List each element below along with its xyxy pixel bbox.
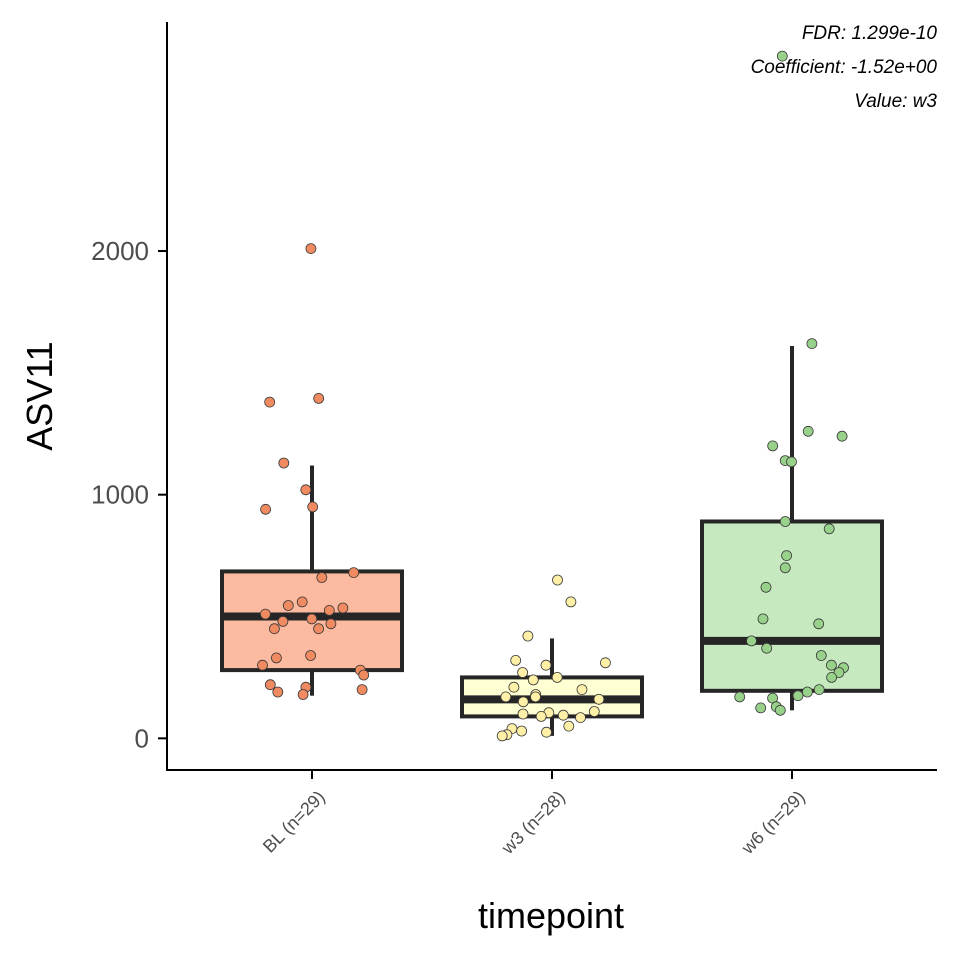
data-point <box>356 684 368 695</box>
annotation-text: Value: w3 <box>854 91 937 112</box>
box-group <box>700 346 884 711</box>
data-point <box>337 602 349 614</box>
data-point <box>806 338 818 350</box>
data-point <box>500 691 512 703</box>
annotations: FDR: 1.299e-10 Coefficient: -1.52e+00 Valu… <box>751 23 938 112</box>
data-point <box>833 667 845 678</box>
data-point <box>757 613 769 625</box>
x-ticks: BL (n=29) w3 (n=28) w6 (n=29) <box>259 770 809 858</box>
data-point <box>496 730 508 742</box>
data-point <box>552 574 563 586</box>
data-point <box>588 706 600 717</box>
data-point <box>358 669 370 681</box>
y-tick-label: 2000 <box>91 236 149 266</box>
data-point <box>260 503 272 515</box>
data-point <box>767 440 779 452</box>
data-point <box>517 708 529 720</box>
data-point <box>522 630 534 642</box>
box-group <box>460 638 644 736</box>
data-point <box>792 690 804 702</box>
data-point <box>786 456 797 468</box>
data-point <box>802 686 813 698</box>
data-point <box>802 425 814 437</box>
data-point <box>535 711 547 722</box>
data-point <box>826 672 837 683</box>
data-point <box>551 672 563 683</box>
y-ticks: 0 1000 2000 <box>91 236 167 753</box>
data-point <box>259 608 271 620</box>
data-point <box>313 392 325 404</box>
box-group <box>220 465 404 696</box>
data-point <box>325 618 337 630</box>
data-point <box>264 396 276 408</box>
data-point <box>305 650 317 661</box>
data-point <box>779 562 791 574</box>
data-point <box>734 691 746 703</box>
data-point <box>776 50 788 62</box>
data-point <box>348 567 360 578</box>
annotation-text: Coefficient: -1.52e+00 <box>751 57 938 78</box>
data-point <box>508 681 520 693</box>
data-point <box>836 430 848 442</box>
data-point <box>563 720 575 732</box>
data-point <box>761 642 773 654</box>
data-point <box>305 243 317 255</box>
data-point <box>540 659 552 671</box>
data-point <box>746 635 757 647</box>
data-point <box>510 655 522 666</box>
data-point <box>300 484 312 496</box>
data-point <box>268 623 280 635</box>
data-point <box>815 650 827 661</box>
data-point <box>517 667 528 678</box>
data-point <box>565 596 577 608</box>
data-point <box>593 693 605 705</box>
data-point <box>541 726 552 738</box>
data-point <box>517 696 529 708</box>
data-point <box>826 659 837 671</box>
points-layer <box>257 50 849 742</box>
data-point <box>264 679 276 691</box>
data-point <box>516 725 527 737</box>
data-point <box>278 457 290 469</box>
y-axis-title: ASV11 <box>19 341 60 450</box>
x-tick-label: w3 (n=28) <box>497 787 569 859</box>
data-point <box>813 684 825 695</box>
data-point <box>781 550 792 561</box>
data-point <box>600 657 611 669</box>
box <box>700 519 884 693</box>
y-tick-label: 0 <box>135 723 149 753</box>
data-point <box>297 689 309 700</box>
data-point <box>282 600 294 611</box>
data-point <box>257 659 268 671</box>
data-point <box>813 618 825 630</box>
data-point <box>576 684 588 695</box>
data-point <box>272 686 284 698</box>
data-point <box>306 613 318 625</box>
data-point <box>575 712 586 723</box>
data-point <box>527 674 539 686</box>
data-point <box>277 616 289 627</box>
x-tick-label: BL (n=29) <box>259 787 329 857</box>
data-point <box>323 605 335 616</box>
x-tick-label: w6 (n=29) <box>737 787 809 859</box>
data-point <box>270 652 282 664</box>
data-point <box>296 596 308 608</box>
data-point <box>530 691 541 703</box>
annotation-text: FDR: 1.299e-10 <box>802 23 938 44</box>
y-tick-label: 1000 <box>91 480 149 510</box>
x-axis-title: timepoint <box>478 895 624 936</box>
data-point <box>316 572 328 583</box>
data-point <box>307 501 319 513</box>
data-point <box>313 623 325 635</box>
data-point <box>774 704 786 716</box>
data-point <box>760 581 772 593</box>
data-point <box>823 523 835 535</box>
data-point <box>779 516 791 527</box>
data-point <box>755 702 767 714</box>
data-point <box>557 709 569 721</box>
